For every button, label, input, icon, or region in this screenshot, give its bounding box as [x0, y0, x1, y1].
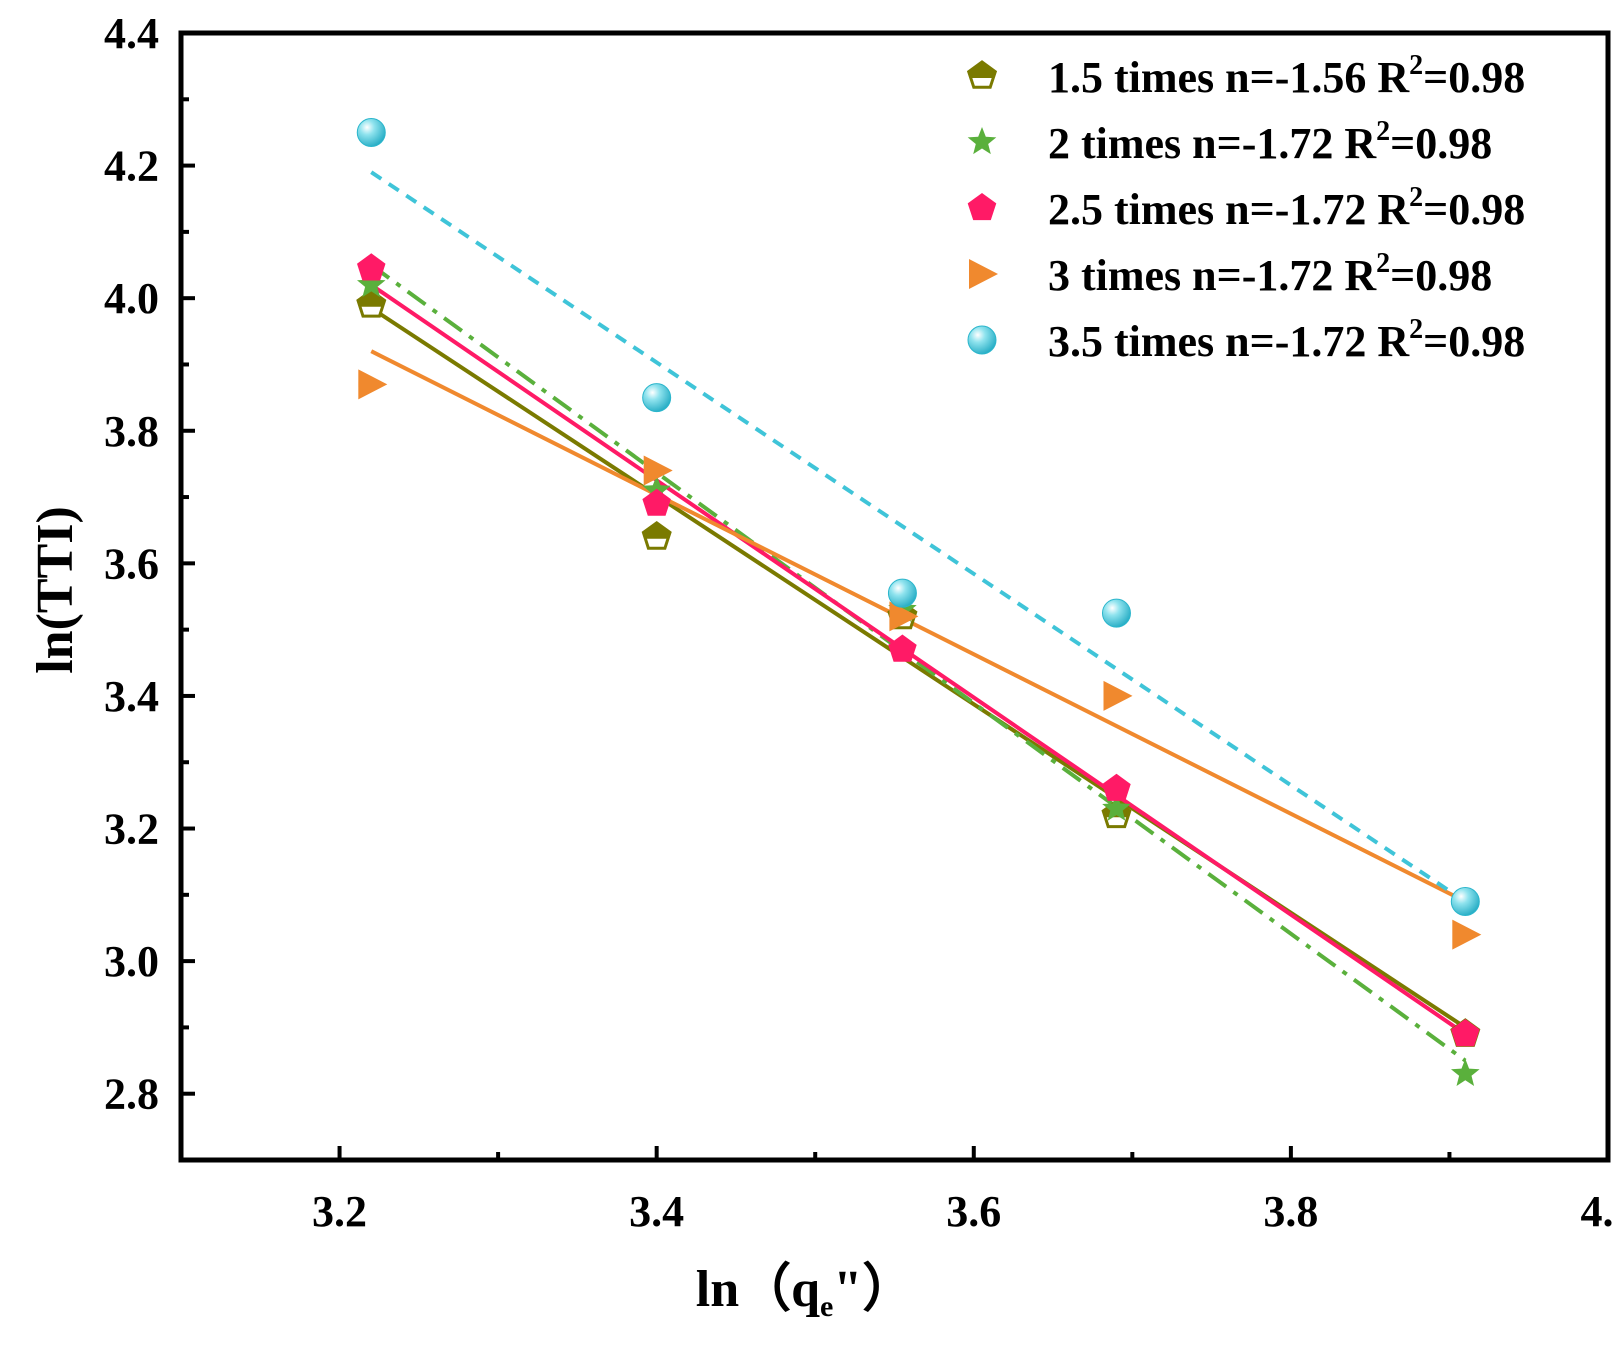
data-point-series-2: [1451, 1058, 1480, 1086]
y-tick-label: 3.4: [104, 672, 159, 721]
data-point-series-3: [888, 634, 917, 662]
plot-frame: [178, 30, 1611, 1163]
data-point-series-5: [1101, 598, 1131, 628]
data-point-series-5: [356, 117, 386, 147]
data-point-series-5: [1450, 886, 1480, 916]
y-tick-label: 3.8: [104, 407, 159, 456]
legend-item: 1.5 times n=-1.56 R2=0.98: [966, 50, 1525, 102]
legend-marker-series-2: [967, 127, 997, 155]
y-tick-label: 4.2: [104, 142, 159, 191]
data-point-series-4: [1452, 919, 1482, 950]
y-axis-ticks: 2.8 3.0 3.2 3.4 3.6 3.8 4.0 4.2 4.4: [104, 9, 195, 1119]
legend-label: 1.5 times n=-1.56 R2=0.98: [1048, 50, 1525, 102]
legend-marker-series-3: [967, 193, 997, 221]
legend-marker-series-5: [967, 325, 997, 355]
data-point-series-2: [1102, 793, 1131, 821]
x-tick-label: 3.8: [1263, 1187, 1318, 1236]
legend-item: 2.5 times n=-1.72 R2=0.98: [967, 182, 1525, 234]
x-tick-label: 3.2: [312, 1187, 367, 1236]
y-tick-label: 3.2: [104, 805, 159, 854]
x-tick-label: 3.6: [946, 1187, 1001, 1236]
x-tick-label: 4.0: [1581, 1187, 1612, 1236]
data-point-series-1: [641, 520, 672, 550]
x-axis-title: ln（qe"）: [696, 1260, 915, 1323]
legend-item: 3 times n=-1.72 R2=0.98: [969, 248, 1492, 300]
data-point-series-5: [887, 578, 917, 608]
data-point-series-4: [1103, 680, 1133, 711]
legend-marker-series-4: [969, 259, 998, 289]
legend-marker-series-1: [966, 60, 998, 89]
data-point-series-4: [889, 601, 919, 632]
fit-line-series-4: [370, 349, 1467, 904]
legend-label: 2 times n=-1.72 R2=0.98: [1048, 116, 1492, 168]
data-point-series-1: [356, 288, 387, 318]
x-axis-ticks: 3.2 3.4 3.6 3.8 4.0: [179, 1146, 1612, 1236]
y-axis-title: ln(TTI): [27, 506, 84, 674]
y-tick-label: 2.8: [104, 1070, 159, 1119]
data-point-series-4: [358, 369, 388, 400]
data-point-series-3: [642, 488, 671, 516]
legend-label: 3.5 times n=-1.72 R2=0.98: [1048, 314, 1525, 366]
legend-item: 2 times n=-1.72 R2=0.98: [967, 116, 1492, 168]
y-tick-label: 3.6: [104, 539, 159, 588]
y-tick-label: 3.0: [104, 937, 159, 986]
y-tick-label: 4.0: [104, 274, 159, 323]
x-tick-label: 3.4: [629, 1187, 684, 1236]
legend-label: 2.5 times n=-1.72 R2=0.98: [1048, 182, 1525, 234]
fit-line-series-5: [370, 170, 1467, 904]
fit-line-series-3: [370, 283, 1467, 1036]
fit-lines: [370, 170, 1467, 1063]
fit-line-series-2: [370, 263, 1467, 1063]
legend-item: 3.5 times n=-1.72 R2=0.98: [967, 314, 1525, 366]
data-point-series-3: [1451, 1019, 1480, 1047]
data-point-series-4: [643, 455, 673, 486]
data-point-series-5: [642, 383, 672, 413]
y-tick-label: 4.4: [104, 9, 159, 58]
data-point-series-3: [1102, 773, 1131, 801]
legend: 1.5 times n=-1.56 R2=0.98 2 times n=-1.72…: [966, 50, 1525, 366]
data-point-series-3: [357, 253, 386, 281]
data-markers: [356, 117, 1482, 1086]
data-point-series-2: [357, 269, 386, 298]
legend-label: 3 times n=-1.72 R2=0.98: [1048, 248, 1492, 300]
